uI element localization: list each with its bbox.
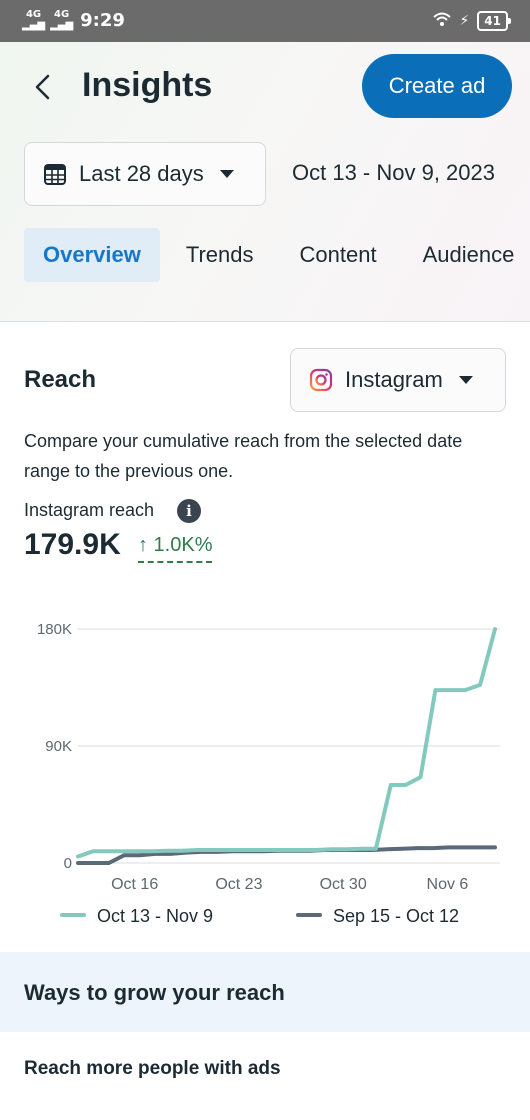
y-tick-label: 0: [64, 855, 72, 872]
metric-change[interactable]: ↑ 1.0K%: [138, 534, 213, 563]
signal-icon: 4G ▂▄▆: [50, 9, 74, 31]
wifi-icon: [433, 12, 452, 30]
x-tick-label: Oct 16: [111, 876, 158, 893]
info-icon[interactable]: i: [177, 499, 201, 523]
reach-title: Reach: [24, 366, 97, 393]
y-tick-label: 90K: [45, 738, 72, 755]
insights-header: Insights Create ad Last 28 days Oct 13 -…: [0, 42, 530, 322]
legend-label: Sep 15 - Oct 12: [333, 906, 459, 926]
battery-icon: 41: [477, 11, 511, 31]
date-preset-label: Last 28 days: [79, 161, 204, 186]
caret-down-icon: [458, 376, 473, 384]
caret-down-icon: [219, 170, 234, 178]
signal-icon: 4G ▂▄▆: [22, 9, 46, 31]
grow-section: Ways to grow your reach: [0, 952, 530, 1032]
status-right: ⚡ 41: [433, 11, 511, 31]
network-type-2: 4G: [54, 9, 70, 20]
instagram-icon: [309, 368, 333, 392]
legend-label: Oct 13 - Nov 9: [97, 906, 213, 926]
charging-icon: ⚡: [459, 13, 470, 29]
date-range-dropdown[interactable]: Last 28 days: [24, 142, 266, 206]
status-left: 4G ▂▄▆ 4G ▂▄▆ 9:29: [22, 9, 125, 31]
reach-chart: 0 90K 180K Oct 16 Oct 23 Oct 30 Nov 6 Oct 13 - …: [37, 621, 500, 926]
network-type-1: 4G: [25, 9, 42, 20]
ads-title[interactable]: Reach more people with ads: [24, 1058, 281, 1079]
x-tick-label: Nov 6: [427, 876, 469, 893]
tab-bar: Overview Trends Content Audience: [24, 228, 530, 282]
grow-title: Ways to grow your reach: [24, 980, 285, 1005]
calendar-icon: [43, 162, 67, 186]
y-tick-label: 180K: [37, 621, 72, 638]
chevron-left-icon: [35, 74, 50, 100]
date-range-text: Oct 13 - Nov 9, 2023: [292, 160, 495, 185]
metric-value: 179.9K: [24, 528, 121, 561]
x-tick-label: Oct 23: [215, 876, 262, 893]
reach-description: Compare your cumulative reach from the s…: [24, 431, 463, 481]
metric-label: Instagram reach: [24, 500, 155, 520]
tab-audience[interactable]: Audience: [422, 242, 515, 267]
back-button[interactable]: [26, 70, 60, 104]
status-bar: 4G ▂▄▆ 4G ▂▄▆ 9:29 ⚡ 41: [0, 0, 530, 42]
tab-content[interactable]: Content: [299, 242, 377, 267]
page-title: Insights: [82, 66, 213, 104]
create-ad-button[interactable]: Create ad: [362, 54, 512, 118]
series-line-current: [76, 627, 497, 859]
tab-trends[interactable]: Trends: [185, 242, 254, 267]
platform-dropdown[interactable]: Instagram: [290, 348, 506, 412]
clock: 9:29: [80, 9, 125, 31]
platform-label: Instagram: [345, 367, 443, 392]
tab-overview[interactable]: Overview: [24, 228, 160, 282]
x-tick-label: Oct 30: [320, 876, 367, 893]
